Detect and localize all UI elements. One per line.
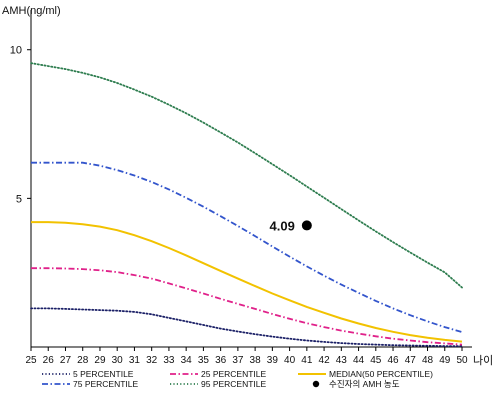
legend-item-3: 75 PERCENTILE <box>42 379 139 389</box>
patient-value-label: 4.09 <box>270 218 295 233</box>
x-tick-label: 27 <box>60 355 72 366</box>
y-axis-label: AMH(ng/ml) <box>2 5 61 17</box>
x-tick-label: 50 <box>456 355 468 366</box>
series-line-0 <box>30 307 463 348</box>
x-tick-label: 35 <box>198 355 210 366</box>
legend-label: 25 PERCENTILE <box>201 369 267 379</box>
x-tick-label: 31 <box>129 355 141 366</box>
series-line-4 <box>30 62 463 289</box>
series-line-2 <box>31 221 463 343</box>
x-tick-label: 37 <box>232 355 244 366</box>
legend-label: 75 PERCENTILE <box>73 379 139 389</box>
legend-label: MEDIAN(50 PERCENTILE) <box>329 369 433 379</box>
series-line-3 <box>31 161 463 333</box>
x-tick-label: 41 <box>301 355 313 366</box>
legend-item-0: 5 PERCENTILE <box>42 369 134 379</box>
x-tick-label: 44 <box>353 355 365 366</box>
x-tick-label: 25 <box>25 355 37 366</box>
x-tick-label: 30 <box>112 355 124 366</box>
patient-marker <box>301 220 312 231</box>
x-tick-label: 47 <box>405 355 417 366</box>
series-line-1 <box>31 267 463 346</box>
x-tick-label: 38 <box>250 355 262 366</box>
y-tick-label: 5 <box>16 193 22 205</box>
patient-marker-group: 4.09 <box>270 218 312 233</box>
x-tick-label: 42 <box>319 355 331 366</box>
legend-marker <box>312 380 320 388</box>
legend-label: 5 PERCENTILE <box>73 369 134 379</box>
legend-item-1: 25 PERCENTILE <box>170 369 267 379</box>
legend-item-4: 95 PERCENTILE <box>170 379 267 389</box>
x-tick-label: 43 <box>336 355 348 366</box>
legend-label: 수진자의 AMH 농도 <box>329 379 400 389</box>
x-tick-label: 49 <box>439 355 451 366</box>
x-tick-label: 28 <box>77 355 89 366</box>
x-tick-label: 46 <box>387 355 399 366</box>
x-tick-label: 39 <box>267 355 279 366</box>
x-tick-label: 33 <box>163 355 175 366</box>
legend: 5 PERCENTILE 25 PERCENTILE MEDIAN(50 PERCE… <box>42 369 433 389</box>
axes: AMH(ng/ml) 5 10 25 26 27 28 29 30 31 32 33 34 35 36 37 3… <box>2 5 493 367</box>
x-tick-label: 26 <box>43 355 55 366</box>
x-tick-label: 45 <box>370 355 382 366</box>
legend-item-2: MEDIAN(50 PERCENTILE) <box>298 369 433 379</box>
x-axis-label: 나이 <box>473 354 493 367</box>
x-tick-label: 29 <box>94 355 106 366</box>
series-lines <box>30 62 463 348</box>
x-tick-label: 34 <box>181 355 193 366</box>
x-tick-label: 48 <box>422 355 434 366</box>
legend-item-5: 수진자의 AMH 농도 <box>312 379 400 389</box>
legend-label: 95 PERCENTILE <box>201 379 267 389</box>
x-tick-label: 32 <box>146 355 158 366</box>
x-tick-label: 36 <box>215 355 227 366</box>
y-tick-label: 10 <box>10 45 22 57</box>
x-tick-label: 40 <box>284 355 296 366</box>
